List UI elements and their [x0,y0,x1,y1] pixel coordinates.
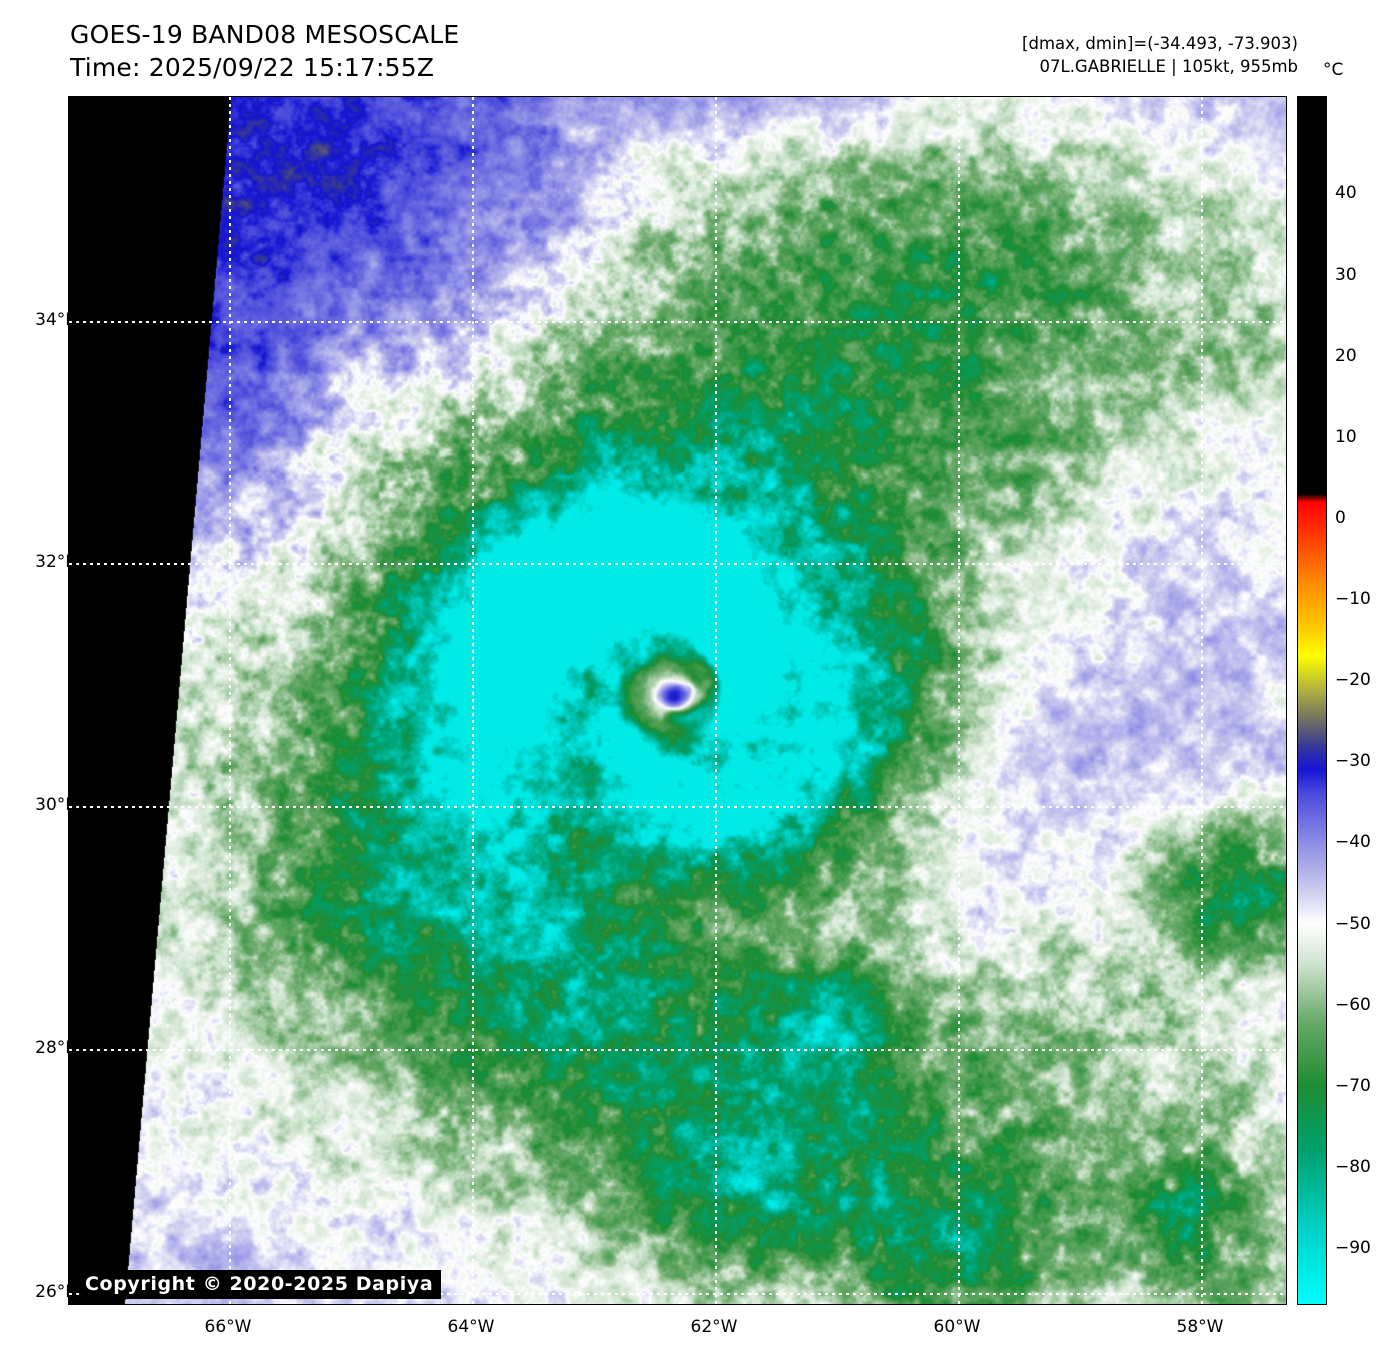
lat-tick-2: 30°N [35,795,78,815]
page-title: GOES-19 BAND08 MESOSCALE [70,20,460,49]
lon-tick-0: 66°W [204,1317,252,1337]
copyright-label: Copyright © 2020-2025 Dapiya [79,1270,442,1299]
satellite-image-plot[interactable]: Copyright © 2020-2025 Dapiya [68,96,1287,1305]
lat-tick-1: 32°N [35,552,78,572]
colorbar-tick-3: 10 [1335,426,1357,447]
colorbar[interactable] [1297,96,1327,1305]
satellite-heatmap-canvas [69,97,1286,1304]
lat-tick-0: 34°N [35,310,78,330]
colorbar-tick-0: 40 [1335,183,1357,204]
timestamp-label: Time: 2025/09/22 15:17:55Z [70,53,435,82]
lon-tick-2: 62°W [690,1317,738,1337]
colorbar-tick-12: −80 [1335,1157,1371,1178]
colorbar-tick-10: −60 [1335,994,1371,1015]
storm-info-label: 07L.GABRIELLE | 105kt, 955mb [1039,57,1299,76]
colorbar-tick-6: −20 [1335,670,1371,691]
colorbar-tick-8: −40 [1335,832,1371,853]
lon-tick-1: 64°W [447,1317,495,1337]
colorbar-tick-1: 30 [1335,264,1357,285]
lon-tick-4: 58°W [1176,1317,1224,1337]
colorbar-gradient [1298,97,1326,1304]
dmax-dmin-label: [dmax, dmin]=(-34.493, -73.903) [1022,34,1298,53]
colorbar-tick-5: −10 [1335,589,1371,610]
colorbar-tick-7: −30 [1335,751,1371,772]
colorbar-tick-2: 20 [1335,345,1357,366]
header-title-block: GOES-19 BAND08 MESOSCALE Time: 2025/09/2… [70,18,459,84]
colorbar-tick-13: −90 [1335,1238,1371,1259]
colorbar-unit-label: °C [1323,60,1344,80]
lon-tick-3: 60°W [933,1317,981,1337]
colorbar-tick-9: −50 [1335,913,1371,934]
header-meta-block: [dmax, dmin]=(-34.493, -73.903) 07L.GABR… [1022,32,1298,78]
colorbar-tick-11: −70 [1335,1075,1371,1096]
colorbar-tick-4: 0 [1335,507,1346,528]
lat-tick-3: 28°N [35,1038,78,1058]
lat-tick-4: 26°N [35,1282,78,1302]
